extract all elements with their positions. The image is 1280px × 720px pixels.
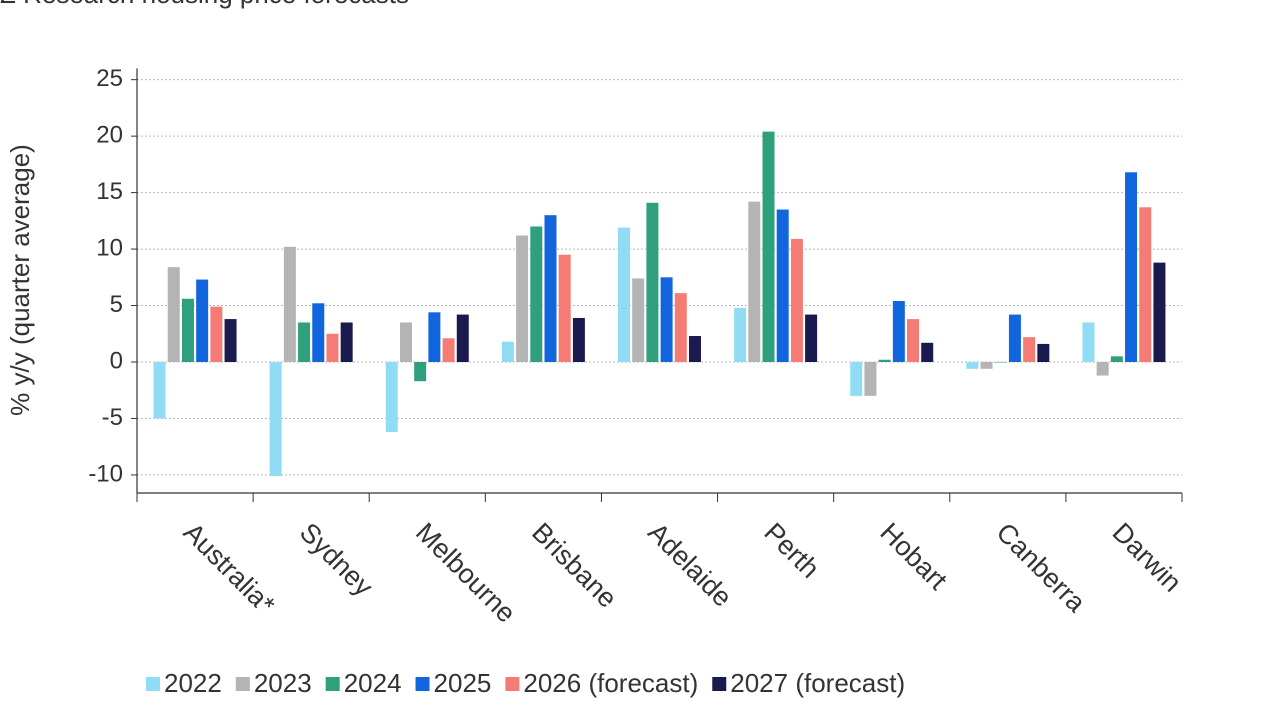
bar [646, 202, 659, 362]
bar [994, 362, 1007, 363]
bar [980, 362, 993, 369]
bar [689, 336, 701, 362]
bar [1023, 337, 1036, 362]
bar [1008, 314, 1021, 362]
bar [167, 267, 180, 362]
bar [878, 359, 891, 362]
y-tick-label: -5 [102, 404, 123, 431]
bar [442, 338, 455, 362]
x-tick-label: Australia* [178, 517, 281, 620]
legend-label: 2024 [344, 668, 402, 698]
x-tick-label: Hobart [874, 517, 953, 596]
bar [966, 362, 979, 369]
bar [456, 314, 469, 362]
bar [1110, 356, 1123, 362]
legend-swatch [505, 677, 520, 691]
x-tick-label: Perth [758, 517, 825, 584]
bar [1153, 262, 1166, 362]
bar [530, 226, 543, 362]
x-tick-label: Canberra [991, 517, 1093, 619]
y-tick-label: 25 [96, 65, 123, 92]
bar [674, 293, 687, 362]
bar [558, 254, 571, 362]
x-tick-label: Brisbane [526, 517, 623, 614]
bar [340, 322, 353, 362]
bar [1096, 362, 1109, 376]
bar [892, 301, 905, 362]
bar [907, 319, 920, 362]
bar [921, 342, 934, 362]
y-tick-label: 10 [96, 234, 123, 261]
legend-swatch [235, 677, 250, 691]
legend-label: 2025 [434, 668, 492, 698]
y-tick-label: 5 [110, 291, 123, 318]
bar [762, 131, 775, 362]
bar [399, 322, 412, 362]
bar [283, 246, 296, 362]
x-tick-label: Darwin [1107, 517, 1188, 598]
legend-label: 2027 (forecast) [730, 668, 905, 698]
bar [1125, 172, 1138, 362]
bar [618, 227, 630, 362]
chart-title: Z Research housing price forecasts [0, 0, 409, 9]
bar [1037, 343, 1050, 362]
legend-label: 2022 [164, 668, 222, 698]
bar [864, 362, 877, 396]
legend-label: 2026 (forecast) [523, 668, 698, 698]
bar [632, 278, 645, 362]
bar [153, 362, 166, 419]
bar [544, 215, 557, 362]
y-tick-label: -10 [88, 460, 123, 487]
y-tick-label: 0 [110, 347, 123, 374]
bar [428, 312, 441, 362]
bar [224, 319, 237, 362]
bar [385, 362, 398, 433]
bar [660, 277, 673, 362]
bar [748, 201, 761, 362]
bar [572, 317, 585, 362]
bar [776, 209, 789, 362]
bar [196, 279, 209, 362]
bar [1082, 322, 1095, 362]
legend-swatch [146, 677, 160, 691]
x-tick-label: Adelaide [642, 517, 738, 613]
bar [326, 333, 339, 362]
legend-label: 2023 [254, 668, 312, 698]
bar [790, 238, 803, 362]
bar [269, 362, 282, 477]
bar [210, 306, 223, 362]
bar [850, 362, 863, 396]
bar [298, 322, 311, 362]
bar [516, 235, 529, 362]
bar [805, 314, 818, 362]
x-tick-label: Sydney [294, 517, 379, 602]
y-axis-label: % y/y (quarter average) [5, 144, 35, 416]
y-tick-label: 15 [96, 178, 123, 205]
y-tick-label: 20 [96, 121, 123, 148]
bar [1139, 207, 1152, 362]
bar [414, 362, 427, 382]
legend-swatch [712, 677, 727, 691]
bar [181, 298, 194, 362]
bar [312, 303, 325, 362]
bar [501, 341, 514, 362]
bar [734, 307, 747, 362]
legend-swatch [415, 677, 430, 691]
legend-swatch [325, 677, 340, 691]
x-tick-label: Melbourne [410, 517, 521, 628]
